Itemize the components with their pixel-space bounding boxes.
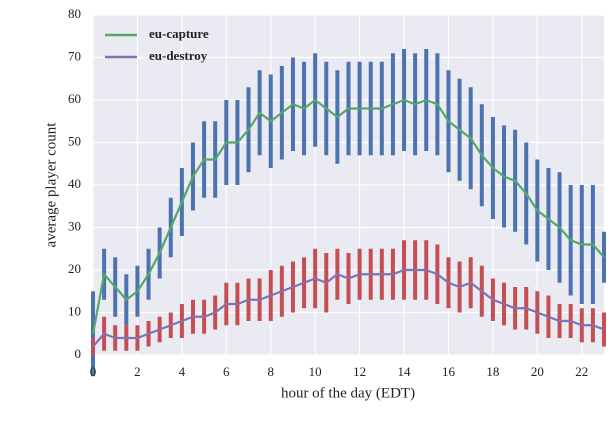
y-tick-label: 60 (68, 91, 81, 106)
y-tick-label: 40 (68, 176, 81, 191)
y-tick-label: 30 (68, 218, 81, 233)
x-tick-label: 2 (134, 364, 141, 379)
x-tick-label: 10 (309, 364, 322, 379)
legend-label: eu-destroy (149, 48, 208, 63)
y-tick-label: 0 (75, 346, 82, 361)
x-tick-label: 4 (179, 364, 186, 379)
series-line (92, 268, 605, 348)
y-tick-label: 20 (68, 261, 81, 276)
y-tick-label: 10 (68, 303, 81, 318)
x-tick-label: 22 (575, 364, 588, 379)
x-axis-label: hour of the day (EDT) (281, 385, 415, 401)
y-tick-label: 50 (68, 133, 81, 148)
legend-label: eu-capture (149, 26, 209, 41)
y-tick-label: 70 (68, 48, 81, 63)
x-tick-label: 14 (398, 364, 412, 379)
series-line (91, 98, 605, 334)
x-tick-label: 6 (223, 364, 230, 379)
x-tick-label: 16 (442, 364, 456, 379)
x-tick-label: 8 (267, 364, 274, 379)
y-axis-label: average player count (43, 122, 59, 248)
y-tick-label: 80 (68, 6, 81, 21)
x-tick-label: 0 (90, 364, 97, 379)
x-tick-label: 18 (486, 364, 499, 379)
x-tick-label: 12 (353, 364, 366, 379)
x-tick-label: 20 (531, 364, 544, 379)
